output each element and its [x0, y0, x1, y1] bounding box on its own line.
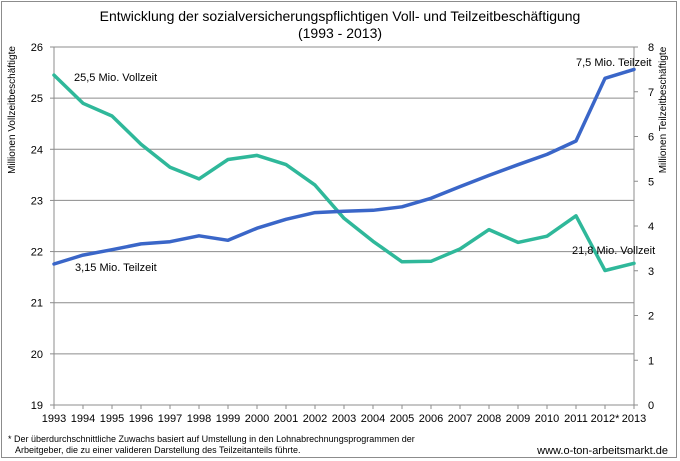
y-right-tick-label: 6 — [648, 132, 654, 144]
annotation-teilzeit-start: 3,15 Mio. Teilzeit — [75, 262, 157, 274]
footnote-line-1: * Der überdurchschnittliche Zuwachs basi… — [8, 434, 415, 444]
y-right-tick-label: 0 — [648, 400, 654, 412]
x-tick-label: 2001 — [274, 413, 298, 425]
y-right-tick-label: 1 — [648, 355, 654, 367]
x-tick-label: 1994 — [71, 413, 95, 425]
x-tick-label: 2002 — [303, 413, 327, 425]
y-left-tick-label: 20 — [31, 349, 43, 361]
chart-title: Entwicklung der sozialversicherungspflic… — [100, 8, 581, 24]
x-tick-label: 2011 — [564, 413, 588, 425]
y-left-tick-label: 23 — [31, 195, 43, 207]
y-left-axis-title: Millionen Vollzeitbeschäftigte — [7, 46, 18, 174]
y-right-tick-label: 3 — [648, 266, 654, 278]
x-tick-label: 2013 — [622, 413, 646, 425]
x-tick-label: 2010 — [535, 413, 559, 425]
series-line-vollzeit — [52, 73, 636, 273]
annotation-teilzeit-end: 7,5 Mio. Teilzeit — [576, 57, 652, 69]
x-tick-label: 1995 — [100, 413, 124, 425]
y-left-tick-label: 22 — [31, 247, 43, 259]
footnote-line-2: Arbeitgeber, die zu einer valideren Dars… — [15, 445, 301, 455]
x-tick-label: 2005 — [390, 413, 414, 425]
y-right-tick-label: 7 — [648, 87, 654, 99]
y-right-axis-title: Millionen Teilzeitbeschäftigte — [658, 46, 669, 173]
y-left-tick-label: 24 — [31, 144, 43, 156]
y-right-tick-label: 4 — [648, 221, 654, 233]
x-tick-label: 1997 — [158, 413, 182, 425]
y-left-tick-label: 19 — [31, 400, 43, 412]
y-left-tick-label: 25 — [31, 93, 43, 105]
x-tick-label: 2007 — [448, 413, 472, 425]
x-tick-label: 2012* — [591, 413, 620, 425]
y-left-tick-label: 26 — [31, 42, 43, 54]
y-left-tick-label: 21 — [31, 298, 43, 310]
annotation-vollzeit-start: 25,5 Mio. Vollzeit — [74, 72, 157, 84]
source-url: www.o-ton-arbeitsmarkt.de — [536, 445, 668, 457]
chart-subtitle: (1993 - 2013) — [298, 25, 382, 41]
x-tick-label: 2003 — [332, 413, 356, 425]
x-tick-label: 2000 — [245, 413, 269, 425]
x-tick-label: 1998 — [187, 413, 211, 425]
y-right-tick-label: 8 — [648, 42, 654, 54]
y-right-tick-label: 5 — [648, 176, 654, 188]
x-tick-label: 1996 — [129, 413, 153, 425]
series-line-teilzeit — [52, 67, 636, 266]
annotation-vollzeit-end: 21,8 Mio. Vollzeit — [572, 245, 655, 257]
x-tick-label: 1993 — [42, 413, 66, 425]
x-tick-label: 2009 — [506, 413, 530, 425]
x-tick-label: 2006 — [419, 413, 443, 425]
x-tick-label: 2008 — [477, 413, 501, 425]
x-tick-label: 1999 — [216, 413, 240, 425]
y-right-tick-label: 2 — [648, 311, 654, 323]
x-tick-label: 2004 — [361, 413, 385, 425]
